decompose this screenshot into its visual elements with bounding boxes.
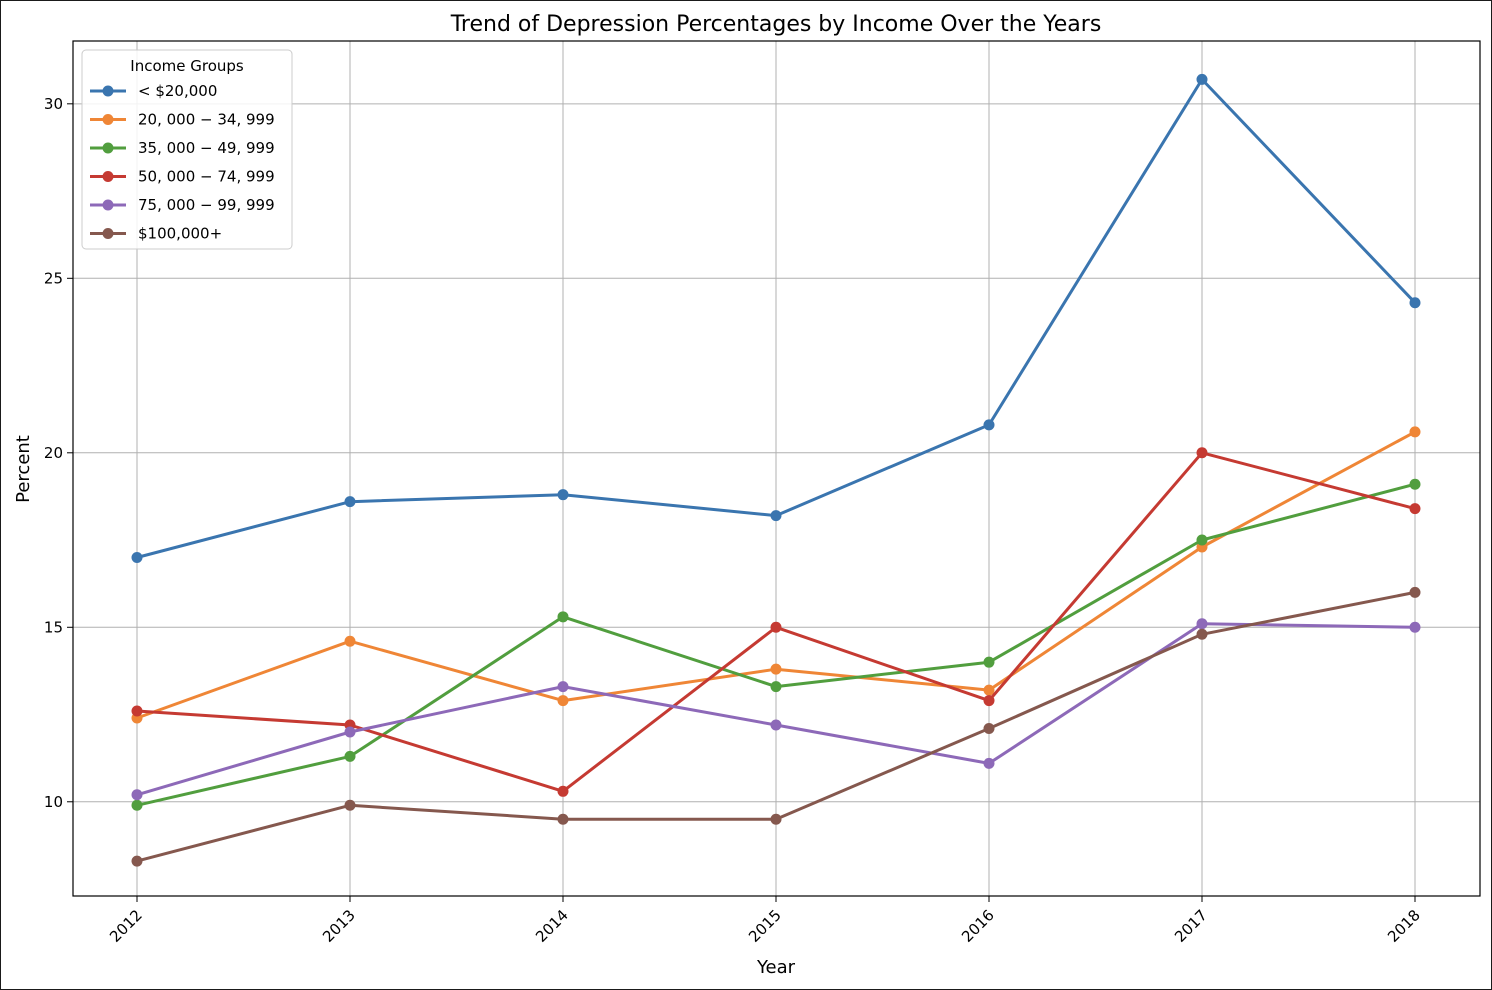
legend-marker [102, 142, 114, 154]
data-point [1409, 297, 1421, 309]
legend-label: < $20,000 [138, 82, 217, 100]
data-point [557, 611, 569, 623]
x-tick-label: 2018 [1384, 906, 1424, 946]
x-tick-label: 2015 [745, 906, 785, 946]
data-point [770, 621, 782, 633]
data-point [770, 663, 782, 675]
data-point [131, 551, 143, 563]
data-point [983, 722, 995, 734]
data-point [557, 785, 569, 797]
legend-label: 75, 000 − 99, 999 [138, 196, 275, 214]
legend-title: Income Groups [130, 57, 244, 75]
data-point [983, 695, 995, 707]
legend-item: 75, 000 − 99, 999 [90, 196, 275, 214]
data-point [131, 789, 143, 801]
data-point [344, 799, 356, 811]
legend-item: $100,000+ [90, 225, 222, 243]
series-layer [131, 73, 1421, 867]
series-1 [131, 73, 1421, 563]
data-point [131, 705, 143, 717]
series-2 [131, 426, 1421, 724]
data-point [770, 813, 782, 825]
legend: Income Groups < $20,000 20, 000 − 34, 999… [81, 49, 293, 250]
data-point [1409, 621, 1421, 633]
data-point [1196, 73, 1208, 85]
x-tick-label: 2013 [319, 906, 359, 946]
data-point [131, 799, 143, 811]
x-tick-label: 2016 [958, 906, 998, 946]
data-point [557, 681, 569, 693]
data-point [983, 656, 995, 668]
data-point [983, 419, 995, 431]
legend-marker [102, 228, 114, 239]
x-tick-label: 2014 [532, 906, 572, 946]
legend-label: 35, 000 − 49, 999 [138, 139, 275, 157]
data-point [1409, 586, 1421, 598]
data-point [1409, 503, 1421, 515]
legend-item: < $20,000 [90, 82, 217, 100]
data-point [770, 719, 782, 731]
legend-marker [102, 85, 114, 97]
data-point [770, 510, 782, 522]
legend-marker [102, 199, 114, 211]
legend-item: 50, 000 − 74, 999 [90, 168, 275, 186]
x-tick-label: 2012 [106, 906, 146, 946]
data-point [557, 695, 569, 707]
y-tick-label: 30 [44, 95, 63, 113]
data-point [557, 813, 569, 825]
legend-box [81, 49, 293, 250]
data-point [1196, 447, 1208, 459]
legend-item: 35, 000 − 49, 999 [90, 139, 275, 157]
data-point [770, 681, 782, 693]
y-tick-label: 25 [44, 269, 63, 287]
data-point [1409, 426, 1421, 438]
x-tick-label: 2017 [1171, 906, 1211, 946]
y-tick-label: 20 [44, 444, 63, 462]
data-point [983, 684, 995, 696]
x-axis-ticks: 2012 2013 2014 2015 2016 2017 2018 [106, 896, 1424, 946]
legend-item: 20, 000 − 34, 999 [90, 111, 275, 129]
y-axis-ticks: 10 15 20 25 30 [44, 95, 73, 811]
legend-label: 50, 000 − 74, 999 [138, 168, 275, 186]
data-point [344, 726, 356, 738]
series-3 [131, 478, 1421, 811]
series-6 [131, 586, 1421, 867]
y-axis-label: Percent [13, 435, 34, 503]
data-point [1409, 478, 1421, 490]
legend-marker [102, 171, 114, 182]
data-point [344, 750, 356, 762]
data-point [1196, 618, 1208, 630]
series-5 [131, 618, 1421, 801]
data-point [344, 496, 356, 508]
legend-items: < $20,000 20, 000 − 34, 999 35, 000 − 49, … [90, 82, 275, 243]
series-4 [131, 447, 1421, 797]
data-point [131, 855, 143, 867]
legend-label: 20, 000 − 34, 999 [138, 111, 275, 129]
chart-title: Trend of Depression Percentages by Incom… [450, 12, 1102, 37]
x-axis-label: Year [756, 957, 796, 978]
legend-marker [102, 114, 114, 125]
data-point [983, 757, 995, 769]
y-tick-label: 10 [44, 793, 63, 811]
data-point [344, 635, 356, 647]
data-point [1196, 534, 1208, 546]
y-tick-label: 15 [44, 618, 63, 636]
legend-label: $100,000+ [138, 225, 222, 243]
data-point [557, 489, 569, 501]
data-point [1196, 628, 1208, 640]
